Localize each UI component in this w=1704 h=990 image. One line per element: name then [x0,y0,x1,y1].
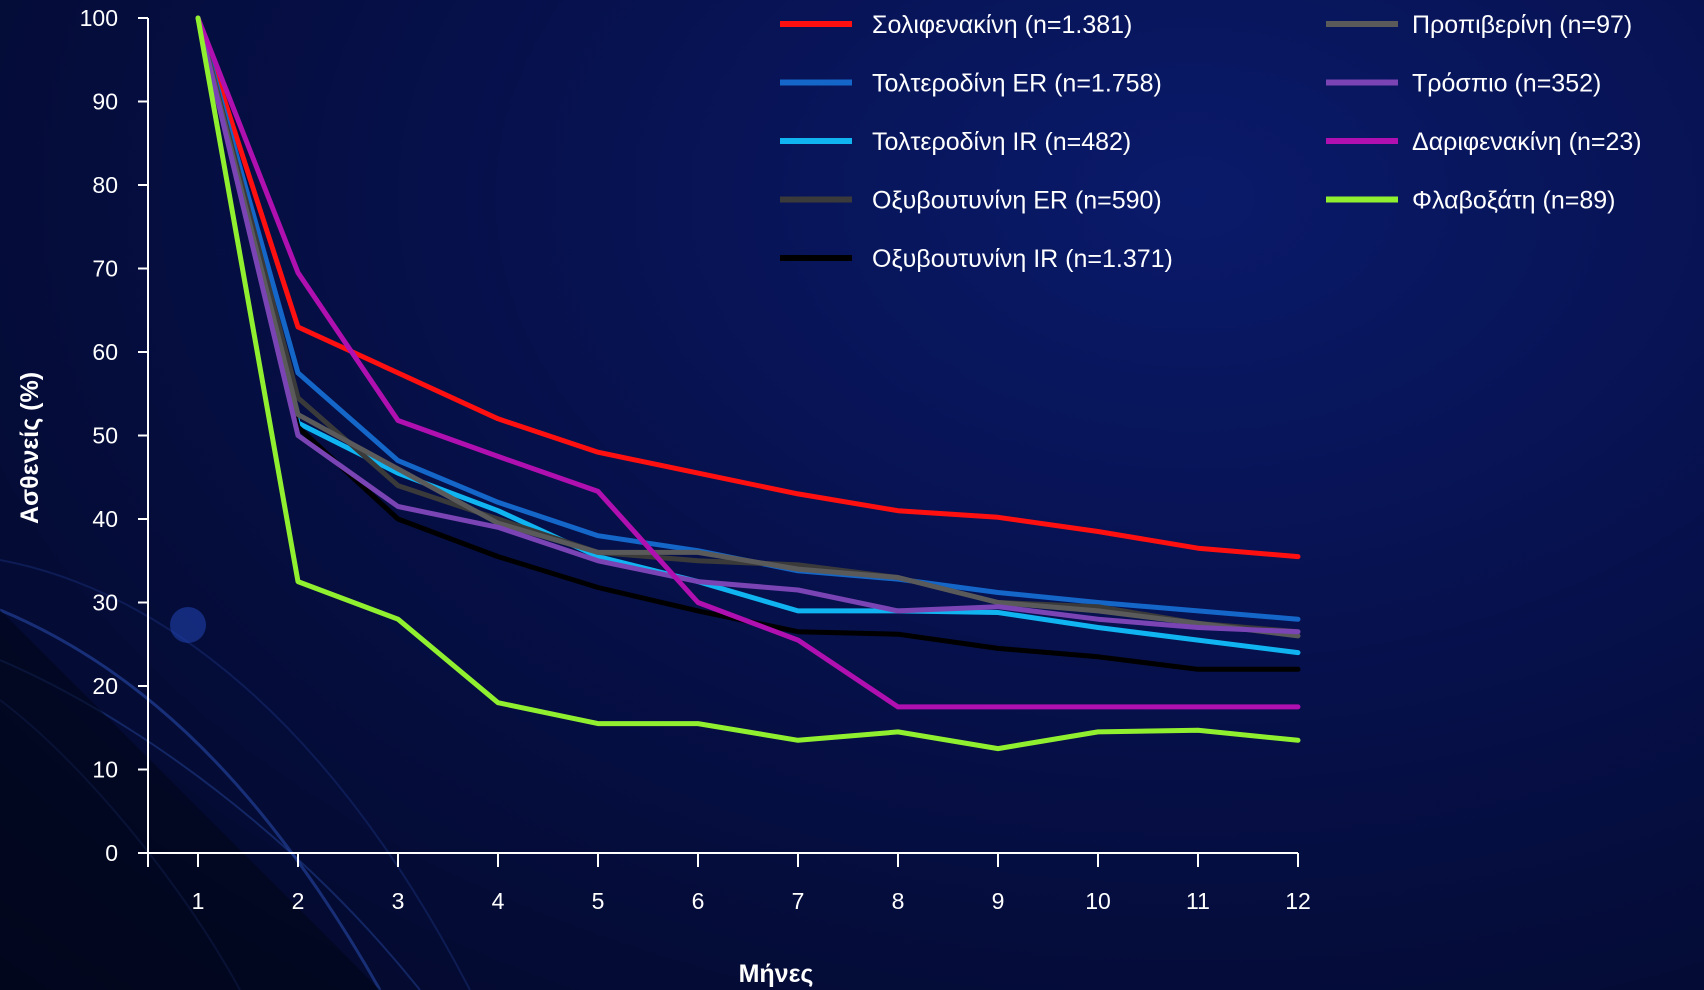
legend-label: Τολτεροδίνη ER (n=1.758) [872,70,1162,98]
x-tick-label: 12 [1285,888,1311,914]
series-line-2 [195,15,1301,622]
y-tick-label: 0 [105,840,118,866]
x-tick-label: 7 [792,888,805,914]
legend-label: Τρόσπιο (n=352) [1412,70,1601,98]
legend-item: Σολιφενακίνη (n=1.381) [780,11,1132,39]
y-tick-label: 80 [92,172,118,198]
y-tick-label: 30 [92,590,118,616]
legend-item: Δαριφενακίνη (n=23) [1326,128,1642,156]
series-line-3 [195,15,1301,656]
legend-item: Τρόσπιο (n=352) [1326,70,1601,98]
series-line-8 [195,15,1301,710]
series-lines [195,15,1301,752]
y-tick-label: 70 [92,256,118,282]
y-tick-label: 20 [92,673,118,699]
chart-legend: Σολιφενακίνη (n=1.381) Τολτεροδίνη ER (n=… [780,11,1642,273]
x-tick-label: 5 [592,888,605,914]
legend-item: Φλαβοξάτη (n=89) [1326,187,1615,215]
legend-label: Σολιφενακίνη (n=1.381) [872,11,1132,39]
legend-label: Φλαβοξάτη (n=89) [1412,187,1615,215]
x-tick-label: 6 [692,888,705,914]
x-tick-label: 2 [292,888,305,914]
x-tick-label: 8 [892,888,905,914]
series-line-7 [195,15,1301,635]
x-tick-label: 11 [1186,888,1210,914]
series-line-6 [195,15,1301,639]
x-tick-label: 1 [192,888,205,914]
y-tick-label: 10 [92,757,118,783]
y-tick-label: 40 [92,506,118,532]
y-tick-label: 50 [92,423,118,449]
legend-item: Οξυβουτυνίνη IR (n=1.371) [780,245,1173,273]
series-line-1 [195,15,1301,560]
y-axis-title: Ασθενείς (%) [16,372,44,524]
legend-item: Προπιβερίνη (n=97) [1326,11,1632,39]
legend-label: Τολτεροδίνη IR (n=482) [872,128,1131,156]
y-tick-label: 90 [92,89,118,115]
legend-label: Προπιβερίνη (n=97) [1412,11,1632,39]
y-axis-ticks: 0 10 20 30 40 50 60 70 80 90 100 [80,5,148,866]
x-tick-label: 4 [492,888,505,914]
legend-label: Δαριφενακίνη (n=23) [1412,128,1642,156]
series-line-9 [195,15,1301,752]
legend-item: Τολτεροδίνη IR (n=482) [780,128,1131,156]
y-tick-label: 60 [92,339,118,365]
x-axis-title: Μήνες [739,960,814,988]
legend-label: Οξυβουτυνίνη ER (n=590) [872,187,1162,215]
legend-label: Οξυβουτυνίνη IR (n=1.371) [872,245,1173,273]
legend-item: Οξυβουτυνίνη ER (n=590) [780,187,1162,215]
legend-item: Τολτεροδίνη ER (n=1.758) [780,70,1162,98]
y-tick-label: 100 [80,5,118,31]
x-tick-label: 9 [992,888,1005,914]
x-tick-label: 10 [1085,888,1111,914]
x-tick-label: 3 [392,888,405,914]
x-axis-ticks: 1 2 3 4 5 6 7 8 9 10 11 12 [147,853,1311,914]
series-line-5 [195,15,1301,672]
decorative-swooshes [0,559,471,990]
